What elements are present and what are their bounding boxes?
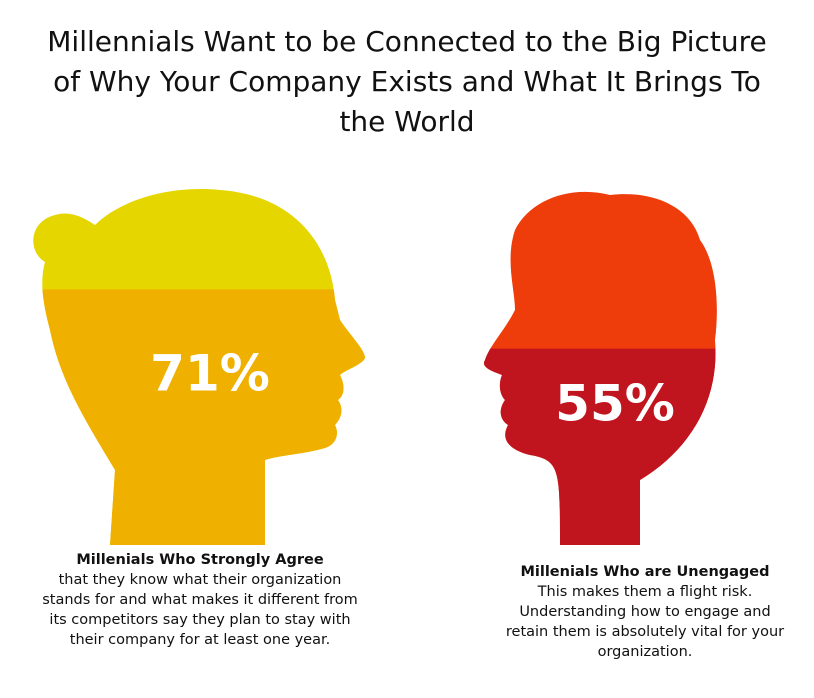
value-label: 55% <box>555 374 675 432</box>
caption: Millenials Who Strongly Agree that they … <box>35 550 365 650</box>
head-fill <box>33 289 365 545</box>
caption-heading: Millenials Who are Unengaged <box>520 564 770 580</box>
caption-text: This makes them a flight risk. Understan… <box>505 584 785 660</box>
caption: Millenials Who are Unengaged This makes … <box>500 562 790 662</box>
chart-title: Millennials Want to be Connected to the … <box>47 25 767 138</box>
chart: 71% 55% <box>33 189 717 545</box>
caption-text: that they know what their organization s… <box>42 572 358 648</box>
value-label: 71% <box>150 345 270 403</box>
caption-heading: Millenials Who Strongly Agree <box>76 552 324 568</box>
